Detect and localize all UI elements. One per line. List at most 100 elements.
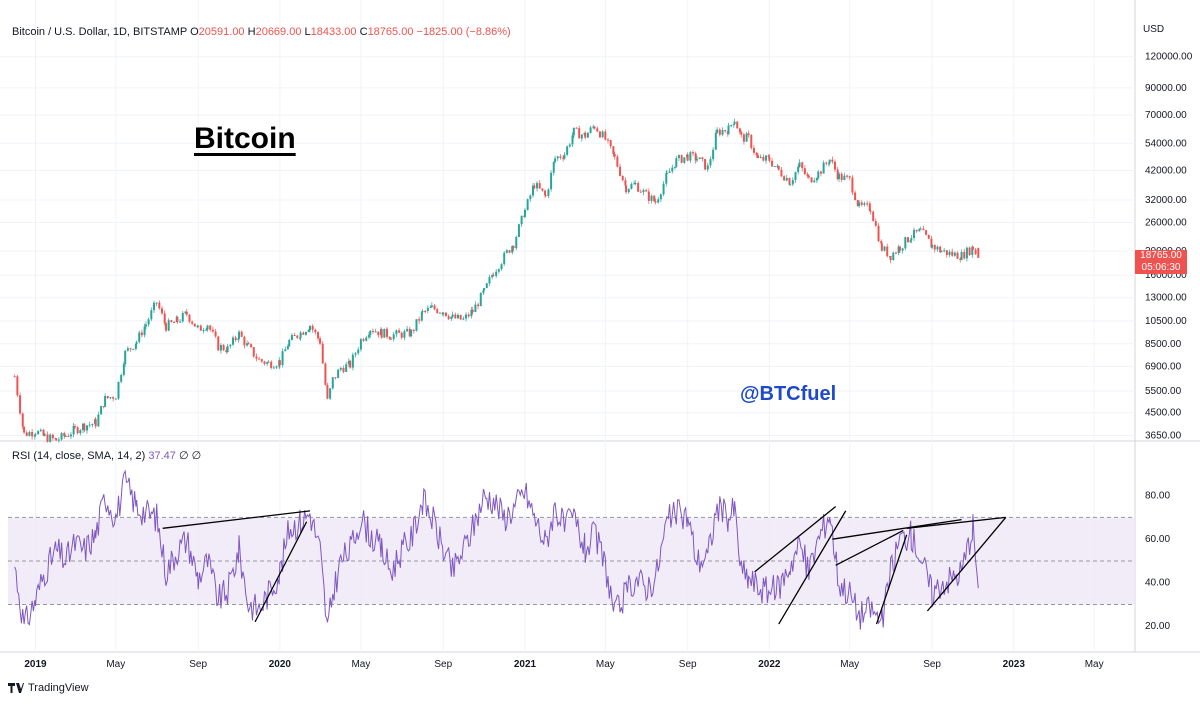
- price-tick-label: 90000.00: [1145, 83, 1187, 94]
- price-candle: [129, 348, 132, 350]
- price-candle: [46, 434, 49, 442]
- rsi-tick-label: 20.00: [1145, 621, 1170, 632]
- price-candle: [317, 332, 320, 339]
- price-candle: [931, 244, 934, 248]
- price-candle: [444, 312, 447, 317]
- price-candle: [132, 348, 135, 350]
- open-label: O: [190, 26, 199, 38]
- price-candle: [69, 434, 72, 437]
- price-candle: [281, 351, 284, 366]
- price-candle: [450, 316, 453, 319]
- price-candle: [665, 172, 668, 174]
- price-candle: [645, 190, 648, 192]
- price-candle: [267, 361, 270, 363]
- price-candle: [25, 432, 28, 436]
- price-candle: [657, 199, 660, 203]
- price-candle: [144, 324, 147, 327]
- price-candle: [892, 252, 895, 261]
- price-candle: [637, 183, 640, 192]
- price-candle: [822, 162, 825, 174]
- price-candle: [951, 251, 954, 256]
- price-candle: [167, 320, 170, 331]
- price-candle: [400, 332, 403, 338]
- price-candle: [134, 343, 137, 349]
- price-candle: [217, 336, 220, 351]
- price-candle: [299, 332, 302, 338]
- price-candle: [225, 350, 228, 353]
- price-candle: [665, 173, 668, 184]
- price-candle: [662, 183, 665, 195]
- price-candle: [550, 172, 553, 190]
- price-candle: [202, 330, 205, 332]
- rsi-trendline: [875, 534, 908, 625]
- price-candle: [451, 314, 454, 317]
- price-candle: [67, 435, 70, 437]
- price-axis[interactable]: 120000.00 90000.00 70000.00 54000.00 42000.0…: [1145, 52, 1193, 442]
- price-candle: [357, 349, 360, 354]
- price-tick-label: 16000.00: [1145, 270, 1187, 281]
- close-label: C: [359, 26, 368, 38]
- price-candle: [193, 323, 196, 327]
- price-candle: [150, 310, 153, 320]
- price-candle: [91, 423, 94, 425]
- price-candle: [709, 159, 712, 166]
- price-candle: [936, 246, 939, 250]
- price-candle: [205, 329, 208, 331]
- price-candle: [135, 341, 138, 344]
- price-candle: [390, 338, 393, 340]
- price-candle: [349, 360, 352, 368]
- price-candle: [442, 312, 445, 315]
- price-candle: [263, 361, 266, 364]
- high-label: H: [247, 26, 256, 38]
- price-candle: [606, 139, 609, 141]
- price-candle: [727, 125, 730, 135]
- price-candle: [960, 251, 963, 260]
- symbol-label[interactable]: Bitcoin / U.S. Dollar, 1D, BITSTAMP: [12, 26, 188, 38]
- price-candle: [738, 128, 741, 133]
- price-candle: [563, 154, 566, 159]
- price-candle: [953, 252, 956, 256]
- price-candle: [240, 331, 243, 337]
- price-candle: [359, 339, 362, 350]
- price-candle: [508, 250, 511, 253]
- price-candle: [788, 177, 791, 185]
- price-candle: [491, 275, 494, 278]
- price-candle: [351, 354, 354, 368]
- rsi-band: [8, 516, 1135, 605]
- price-candle: [880, 241, 883, 244]
- price-candle: [272, 367, 275, 369]
- price-candle: [23, 426, 26, 433]
- price-candle: [258, 358, 261, 360]
- price-candle: [939, 246, 942, 253]
- price-candle: [456, 314, 459, 319]
- price-candle: [81, 423, 84, 431]
- price-candle: [112, 397, 115, 399]
- price-candle: [140, 332, 143, 336]
- last-price-value: 18765.00: [1140, 250, 1182, 261]
- price-candle: [730, 125, 733, 127]
- price-candle: [827, 163, 830, 165]
- tradingview-brand[interactable]: TradingView: [8, 682, 89, 694]
- rsi-axis[interactable]: 80.00 60.00 40.00 20.00: [1145, 491, 1170, 633]
- price-tick-label: 10500.00: [1145, 316, 1187, 327]
- price-candle: [226, 346, 229, 353]
- price-candle: [124, 350, 127, 364]
- price-candle: [219, 344, 222, 351]
- price-candle: [677, 155, 680, 159]
- price-candle: [467, 314, 470, 317]
- price-candle: [544, 190, 547, 196]
- time-axis[interactable]: 2019 May Sep 2020 May Sep 2021 May Sep 2022 May Sep…: [24, 659, 1103, 670]
- price-candle: [293, 334, 296, 336]
- price-candle: [647, 191, 650, 201]
- price-candle: [831, 159, 834, 162]
- rsi-trendline: [254, 521, 308, 623]
- price-candle: [716, 129, 719, 134]
- price-candle: [503, 252, 506, 265]
- price-candle: [956, 252, 959, 259]
- price-candle: [572, 127, 575, 136]
- last-price-tag: 18765.00 05:06:30: [1135, 250, 1187, 274]
- rsi-label[interactable]: RSI (14, close, SMA, 14, 2): [12, 450, 146, 462]
- time-tick-label: May: [596, 659, 615, 670]
- time-tick-label: May: [106, 659, 125, 670]
- price-candle: [339, 368, 342, 370]
